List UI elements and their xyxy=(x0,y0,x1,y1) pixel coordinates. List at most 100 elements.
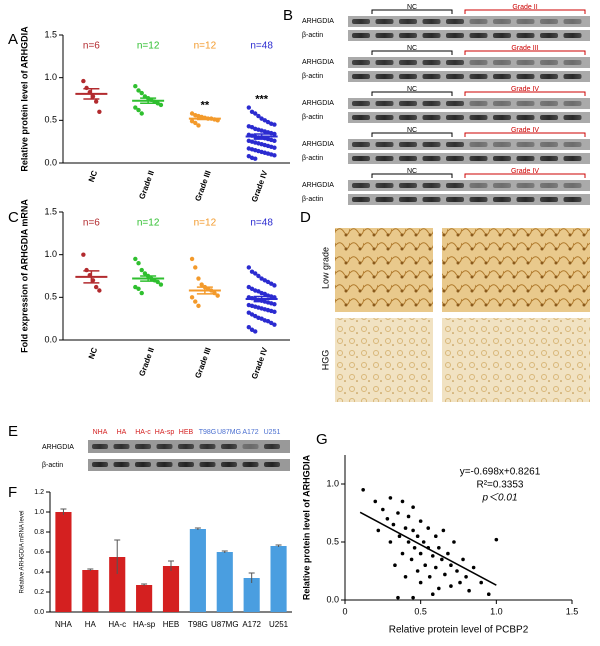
annotation: R²=0.3353 xyxy=(477,480,524,491)
micrograph xyxy=(335,318,433,402)
dot xyxy=(133,105,138,110)
row-label: ARHGDIA xyxy=(302,100,334,107)
x-tick-label: Grade II xyxy=(137,346,156,377)
dot xyxy=(215,293,220,298)
dot xyxy=(139,267,144,273)
point xyxy=(388,540,393,544)
band xyxy=(446,183,464,188)
band xyxy=(399,74,417,79)
dot xyxy=(253,156,258,161)
band xyxy=(422,142,441,147)
point xyxy=(418,551,423,556)
dot xyxy=(136,261,141,266)
dot xyxy=(97,288,102,293)
point xyxy=(479,580,484,585)
dot xyxy=(272,301,277,307)
band xyxy=(375,74,394,79)
band xyxy=(469,33,488,38)
band xyxy=(399,156,417,161)
sem-bar xyxy=(196,117,213,121)
band xyxy=(469,101,488,106)
dot xyxy=(246,325,252,330)
dot xyxy=(139,290,144,296)
y-tick-label: 1.0 xyxy=(34,509,44,516)
bar xyxy=(82,570,99,612)
dot xyxy=(136,107,141,113)
dot xyxy=(253,111,258,116)
band xyxy=(242,444,259,449)
band xyxy=(199,444,216,449)
band xyxy=(469,156,488,161)
x-tick-label: HA xyxy=(85,620,97,629)
point xyxy=(411,505,415,510)
bar xyxy=(270,546,287,612)
band xyxy=(178,462,194,467)
y-tick-label: 0.0 xyxy=(34,609,44,616)
row-label: β-actin xyxy=(302,73,323,80)
bracket xyxy=(371,9,453,14)
band xyxy=(135,462,151,467)
dot xyxy=(189,295,195,300)
dot xyxy=(253,329,258,334)
point xyxy=(437,586,441,591)
bracket xyxy=(371,91,453,96)
sem-bar xyxy=(253,295,270,303)
band xyxy=(469,19,488,24)
x-tick-label: U251 xyxy=(269,620,289,629)
dot xyxy=(272,138,277,144)
group-label: NC xyxy=(407,127,417,134)
n-label: n=12 xyxy=(137,41,160,52)
band xyxy=(540,19,558,24)
bar xyxy=(136,585,153,612)
y-axis-label: Fold expression of ARHGDIA mRNA xyxy=(19,199,29,353)
point xyxy=(437,546,441,550)
blot-strip xyxy=(348,194,590,205)
point xyxy=(449,584,453,588)
panel-letter: D xyxy=(300,209,311,226)
band xyxy=(469,115,488,120)
point xyxy=(397,534,402,538)
point xyxy=(373,499,378,504)
lane-label: A172 xyxy=(242,429,258,436)
band xyxy=(446,101,464,106)
band xyxy=(242,462,259,467)
dot xyxy=(253,271,258,276)
band xyxy=(399,197,417,202)
band xyxy=(221,462,237,467)
dot xyxy=(256,113,261,119)
error-bar xyxy=(275,544,282,547)
point xyxy=(426,526,431,530)
y-tick-label: 1.2 xyxy=(34,489,44,496)
bar xyxy=(55,512,72,612)
band xyxy=(352,142,370,147)
band xyxy=(375,197,394,202)
lane-label: T98G xyxy=(199,429,217,436)
n-label: n=48 xyxy=(250,41,273,52)
dot xyxy=(193,265,198,270)
band xyxy=(422,101,441,106)
band xyxy=(375,183,394,188)
y-axis-label: Relative protein level of ARHGDIA xyxy=(19,26,29,172)
band xyxy=(540,197,558,202)
blot-strip xyxy=(348,57,590,68)
band xyxy=(516,19,535,24)
micrograph xyxy=(335,228,433,312)
band xyxy=(493,74,511,79)
band xyxy=(493,115,511,120)
band xyxy=(446,60,464,65)
band xyxy=(469,142,488,147)
annotation: y=-0.698x+0.8261 xyxy=(460,467,541,478)
sem-bar xyxy=(140,275,157,282)
band xyxy=(352,74,370,79)
band xyxy=(493,156,511,161)
point xyxy=(449,563,453,567)
lane-label: U251 xyxy=(264,429,281,436)
x-tick-label: 0 xyxy=(342,606,347,616)
band xyxy=(264,462,280,467)
group-label: Grade IV xyxy=(511,86,539,93)
blot-strip xyxy=(348,112,590,123)
band xyxy=(516,101,535,106)
panel-letter: C xyxy=(8,209,19,226)
point xyxy=(486,592,491,596)
dot xyxy=(272,309,277,315)
